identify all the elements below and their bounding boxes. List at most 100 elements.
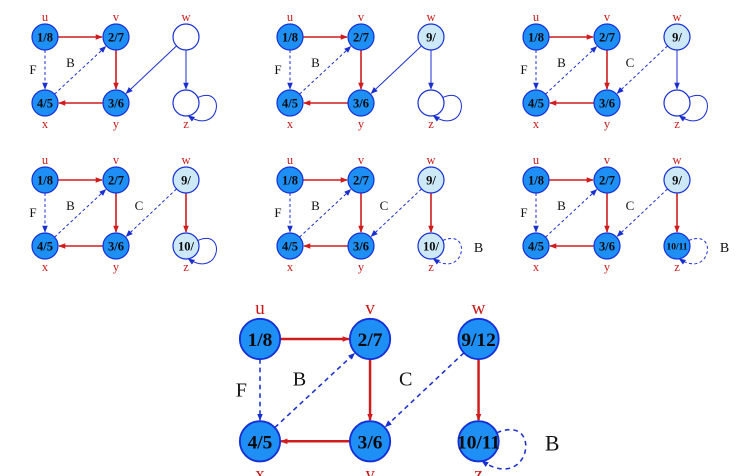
edge-label: F: [520, 62, 527, 77]
node-w-times: 9/: [426, 31, 436, 45]
node-x: [31, 232, 59, 260]
dfs-panel-5: F B C B 1/8 u 2/7 v 9/w 4/5 x 3/6 y 10/z: [274, 153, 483, 274]
node-w: [417, 23, 445, 51]
edge-label: B: [545, 431, 559, 455]
node-y-name: y: [113, 260, 120, 274]
dfs-panel-7: F B C B 1/8 u 2/7 v 9/12 w 4/5 x 3/6 y 10/11 z: [236, 298, 560, 476]
node-y: [348, 420, 392, 463]
node-z-name: z: [674, 260, 680, 274]
dfs-panel-4: F B C 1/8 u 2/7 v 9/w 4/5 x 3/6 y 10/z: [29, 153, 217, 274]
node-y-times: 3/6: [353, 240, 369, 254]
node-v-name: v: [113, 153, 120, 167]
node-u-name: u: [42, 10, 49, 24]
edge-z-self: [432, 95, 462, 122]
edge-label: F: [236, 379, 247, 401]
node-w-name: w: [426, 10, 435, 24]
node-x: [522, 232, 550, 260]
node-u-times: 1/8: [282, 31, 298, 45]
node-u: [31, 166, 59, 194]
edge-z-self: [187, 95, 217, 122]
edge-z-self: [481, 429, 527, 470]
node-u-name: u: [533, 153, 540, 167]
node-w-name: w: [672, 153, 681, 167]
node-u-times: 1/8: [528, 174, 544, 188]
edge-label: F: [274, 62, 281, 77]
dfs-panel-2: F B 1/8 u 2/7 v 9/w 4/5 x 3/6 y z: [274, 10, 462, 131]
node-v: [348, 317, 392, 361]
node-v-name: v: [358, 153, 365, 167]
node-u-name: u: [287, 10, 294, 24]
edge-label: B: [557, 55, 566, 70]
node-u: [238, 317, 282, 361]
node-z: [417, 89, 445, 117]
edge-w-y: [384, 352, 465, 428]
node-z: [172, 232, 200, 260]
node-z-name: z: [428, 117, 434, 131]
edge-label: F: [274, 205, 281, 220]
node-w-times: 9/: [672, 31, 682, 45]
node-x-name: x: [255, 464, 265, 476]
node-v-times: 2/7: [358, 330, 383, 351]
node-v-name: v: [113, 10, 120, 24]
node-u: [276, 23, 304, 51]
edge-z-self: [678, 238, 708, 265]
edge-x-v: [54, 46, 107, 95]
edge-label: F: [29, 205, 36, 220]
edge-label: C: [380, 198, 389, 213]
node-w-name: w: [472, 298, 486, 319]
edge-label: C: [399, 369, 412, 391]
node-x-times: 4/5: [282, 240, 298, 254]
node-u-times: 1/8: [37, 174, 53, 188]
edge-x-v: [545, 189, 598, 238]
node-w-name: w: [672, 10, 681, 24]
edge-label: C: [626, 198, 635, 213]
dfs-panel-6: F B C B 1/8 u 2/7 v 9/w 4/5 x 3/6 y 10/11 z: [520, 153, 729, 274]
node-w-name: w: [181, 10, 190, 24]
edge-z-self: [678, 95, 708, 122]
node-v: [347, 166, 375, 194]
node-v-times: 2/7: [108, 31, 124, 45]
node-u-times: 1/8: [37, 31, 53, 45]
node-x-name: x: [533, 260, 540, 274]
node-x-times: 4/5: [282, 97, 298, 111]
node-w: [663, 166, 691, 194]
node-v-times: 2/7: [108, 174, 124, 188]
node-y-times: 3/6: [358, 432, 383, 453]
node-w: [417, 166, 445, 194]
node-v-times: 2/7: [599, 31, 615, 45]
node-z: [663, 232, 691, 260]
node-x: [31, 89, 59, 117]
edge-label: B: [66, 55, 75, 70]
node-x-times: 4/5: [248, 432, 273, 453]
node-u-times: 1/8: [282, 174, 298, 188]
node-u-name: u: [42, 153, 49, 167]
node-y-times: 3/6: [353, 97, 369, 111]
node-x-name: x: [287, 117, 294, 131]
node-u-times: 1/8: [528, 31, 544, 45]
node-v: [593, 166, 621, 194]
node-y-times: 3/6: [599, 97, 615, 111]
dfs-panel-3: F B C 1/8 u 2/7 v 9/w 4/5 x 3/6 y z: [520, 10, 708, 131]
node-z-name: z: [183, 117, 189, 131]
edge-z-self: [187, 238, 217, 265]
node-z-name: z: [474, 464, 483, 476]
edge-w-y: [125, 188, 177, 237]
node-v-name: v: [358, 10, 365, 24]
edge-x-v: [299, 46, 352, 95]
node-z-times: 10/: [178, 240, 195, 254]
node-u-times: 1/8: [248, 330, 273, 351]
node-w-times: 9/: [672, 174, 682, 188]
node-z-name: z: [183, 260, 189, 274]
node-y-name: y: [358, 260, 365, 274]
node-x-times: 4/5: [528, 240, 544, 254]
edge-w-y: [616, 188, 668, 237]
dfs-panel-1: F B 1/8 u 2/7 v w 4/5 x 3/6 y z: [29, 10, 217, 131]
node-w: [663, 23, 691, 51]
node-z-times: 10/11: [457, 432, 500, 453]
node-v: [593, 23, 621, 51]
edge-label: B: [720, 241, 729, 256]
node-v-times: 2/7: [353, 174, 369, 188]
node-y: [102, 89, 130, 117]
edge-label: C: [135, 198, 144, 213]
